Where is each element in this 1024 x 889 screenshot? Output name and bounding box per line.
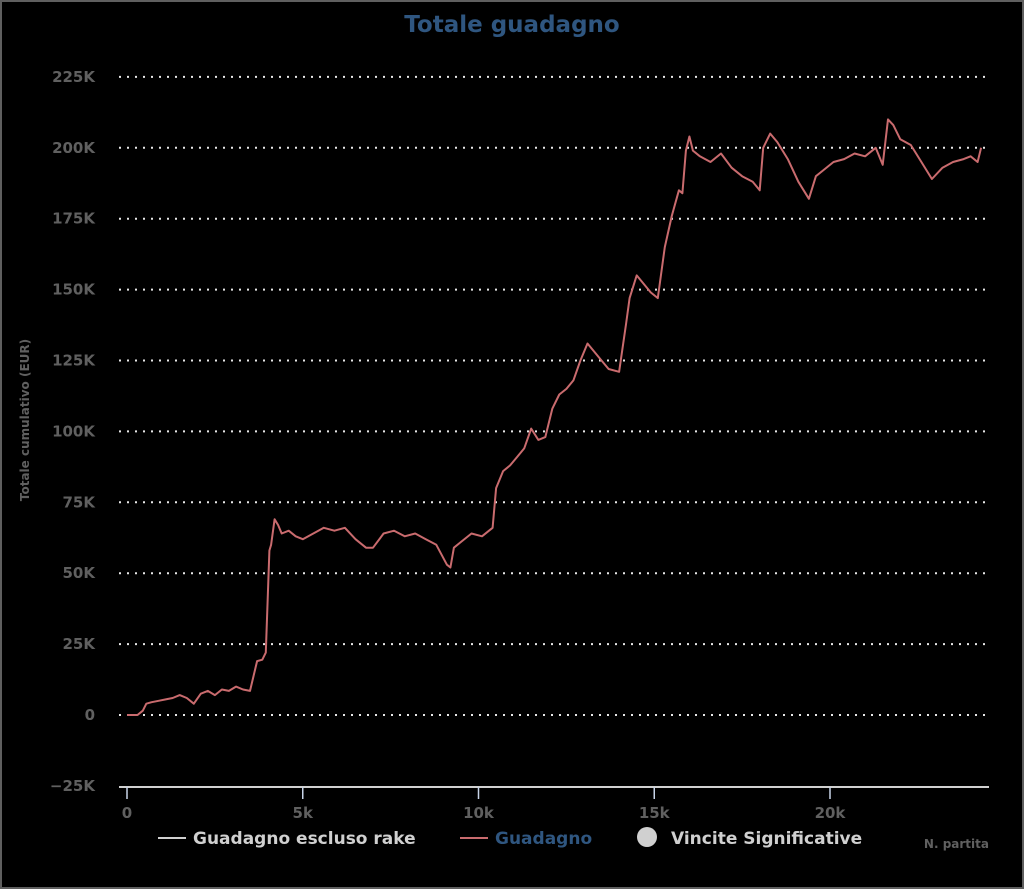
x-tick-label: 20k — [815, 804, 847, 822]
legend-item-vincite-significative[interactable]: Vincite Significative — [637, 827, 862, 849]
x-tick-label: 10k — [463, 804, 495, 822]
legend-item-guadagno[interactable]: Guadagno — [460, 829, 592, 849]
x-tick-label: 5k — [293, 804, 314, 822]
y-tick-label: 75K — [63, 493, 97, 511]
y-tick-label: 225K — [52, 68, 96, 86]
x-tick-label: 0 — [122, 804, 132, 822]
y-tick-label: 25K — [63, 635, 97, 653]
series-line-guadagno[interactable] — [127, 118, 983, 716]
y-tick-label: 200K — [52, 139, 96, 157]
y-axis-title: Totale cumulativo (EUR) — [18, 339, 32, 501]
y-tick-label: 50K — [63, 564, 97, 582]
legend-item-guadagno-escluso-rake[interactable]: Guadagno escluso rake — [158, 829, 416, 849]
x-tick-label: 15k — [639, 804, 671, 822]
y-axis-ticks: 225K 200K 175K 150K 125K 100K 75K 50K 25K 0 −25K — [50, 68, 96, 795]
legend-label: Vincite Significative — [671, 829, 862, 849]
y-tick-label: −25K — [50, 777, 96, 795]
y-tick-label: 175K — [52, 210, 96, 228]
y-gridlines — [119, 75, 989, 716]
legend-label: Guadagno escluso rake — [193, 829, 416, 849]
y-tick-label: 0 — [85, 706, 95, 724]
chart-title: Totale guadagno — [404, 12, 620, 38]
y-tick-label: 150K — [52, 281, 96, 299]
legend-label: Guadagno — [495, 829, 592, 849]
x-axis-title: N. partita — [924, 837, 989, 851]
legend-circle-icon — [637, 827, 657, 847]
y-tick-label: 100K — [52, 422, 96, 440]
x-axis-ticks: 0 5k 10k 15k 20k — [122, 787, 847, 822]
y-tick-label: 125K — [52, 352, 96, 370]
legend: Guadagno escluso rake Guadagno Vincite Sig… — [158, 827, 862, 849]
